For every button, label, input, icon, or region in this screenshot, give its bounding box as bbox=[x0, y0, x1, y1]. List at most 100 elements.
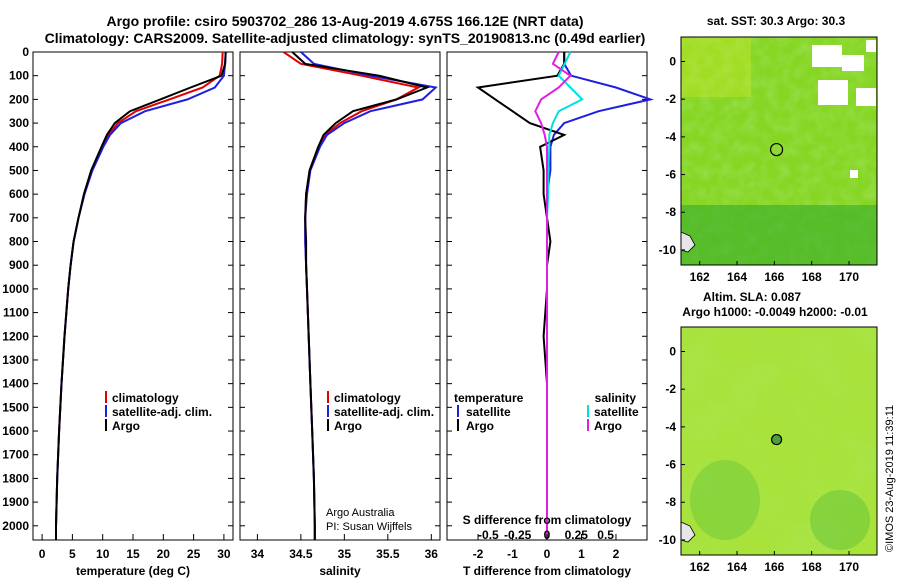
depth-tick-label: 900 bbox=[9, 258, 29, 272]
lat-tick-label: -8 bbox=[665, 495, 676, 509]
depth-tick-label: 300 bbox=[9, 116, 29, 130]
s-tick-label: -0.25 bbox=[504, 528, 532, 542]
s-tick-label: 0.25 bbox=[565, 528, 589, 542]
difference-legend-salinity: salinity satellite Argo bbox=[587, 391, 639, 433]
lon-tick-label: 170 bbox=[839, 560, 859, 574]
legend-label-argo: Argo bbox=[334, 419, 362, 433]
x-tick-label: 30 bbox=[217, 547, 231, 561]
series-line-satellite-adj-clim- bbox=[300, 51, 438, 540]
figure-title-line1: Argo profile: csiro 5903702_286 13-Aug-2… bbox=[107, 13, 584, 29]
lat-tick-label: -10 bbox=[659, 533, 677, 547]
legend-label-t-satellite: satellite bbox=[466, 405, 511, 419]
sla-lat-ticks: 0 -2 -4 -6 -8 -10 bbox=[659, 344, 685, 547]
lon-tick-label: 166 bbox=[764, 270, 784, 284]
credit-institution: Argo Australia bbox=[326, 507, 395, 519]
salinity-x-ticks: 34 34.5 35 35.5 36 bbox=[251, 534, 439, 561]
cloud-gap bbox=[812, 45, 842, 67]
series-line-temperature-satellite bbox=[546, 52, 655, 540]
s-tick-label: 0 bbox=[544, 528, 551, 542]
legend-title-salinity: salinity bbox=[595, 391, 637, 405]
lat-tick-label: 0 bbox=[669, 54, 676, 68]
depth-tick-label: 1200 bbox=[2, 329, 29, 343]
x-tick-label: 0 bbox=[39, 547, 46, 561]
depth-tick-label: 1800 bbox=[2, 471, 29, 485]
sla-lon-ticks: 162 164 166 168 170 bbox=[690, 551, 859, 574]
temperature-x-ticks: 0 5 10 15 20 25 30 bbox=[39, 534, 231, 561]
lat-tick-label: -6 bbox=[665, 168, 676, 182]
legend-label-t-argo: Argo bbox=[466, 419, 494, 433]
lon-tick-label: 162 bbox=[690, 270, 710, 284]
legend-label-climatology: climatology bbox=[334, 391, 401, 405]
lat-tick-label: -6 bbox=[665, 458, 676, 472]
s-tick-label: 0.5 bbox=[597, 528, 614, 542]
salinity-axis-label: salinity bbox=[319, 564, 361, 578]
imos-timestamp: ©IMOS 23-Aug-2019 11:39:11 bbox=[884, 405, 896, 552]
series-line-salinity-satellite bbox=[546, 51, 584, 540]
x-tick-label: 10 bbox=[96, 547, 110, 561]
temperature-legend: climatology satellite-adj. clim. Argo bbox=[105, 391, 212, 433]
temperature-series-group bbox=[55, 51, 227, 540]
lat-tick-label: -4 bbox=[665, 420, 676, 434]
float-position-marker bbox=[770, 433, 783, 446]
lat-tick-label: -2 bbox=[665, 382, 676, 396]
lon-tick-label: 170 bbox=[839, 270, 859, 284]
credit-pi: PI: Susan Wijffels bbox=[326, 521, 412, 533]
x-tick-label: 0 bbox=[544, 547, 551, 561]
salinity-panel-frame bbox=[239, 51, 441, 541]
cloud-gap bbox=[850, 170, 858, 178]
series-line-argo bbox=[55, 51, 227, 540]
series-line-argo bbox=[291, 51, 431, 540]
depth-tick-label: 1000 bbox=[2, 282, 29, 296]
depth-tick-label: 1100 bbox=[3, 306, 29, 320]
lon-tick-label: 166 bbox=[764, 560, 784, 574]
depth-tick-label: 400 bbox=[9, 140, 29, 154]
depth-tick-label: 1400 bbox=[2, 377, 29, 391]
sst-lon-ticks: 162 164 166 168 170 bbox=[690, 261, 859, 284]
legend-label-climatology: climatology bbox=[112, 391, 179, 405]
depth-tick-label: 200 bbox=[9, 92, 29, 106]
lon-tick-label: 168 bbox=[802, 270, 822, 284]
salinity-series-group bbox=[282, 51, 438, 540]
sla-map bbox=[680, 326, 878, 556]
x-tick-label: -1 bbox=[507, 547, 518, 561]
s-difference-axis-label: S difference from climatology bbox=[463, 513, 632, 527]
x-tick-label: 36 bbox=[425, 547, 439, 561]
lat-tick-label: 0 bbox=[669, 344, 676, 358]
depth-axis: 0 100 200 300 400 500 600 700 800 900 1000 1100 1200… bbox=[2, 45, 647, 533]
depth-tick-label: 600 bbox=[9, 187, 29, 201]
series-line-climatology bbox=[282, 51, 422, 540]
lon-tick-label: 164 bbox=[727, 270, 747, 284]
x-tick-label: 34.5 bbox=[289, 547, 313, 561]
depth-tick-label: 1900 bbox=[2, 495, 29, 509]
x-tick-label: 35 bbox=[338, 547, 352, 561]
lon-tick-label: 168 bbox=[802, 560, 822, 574]
depth-tick-label: 800 bbox=[9, 235, 29, 249]
depth-tick-label: 1300 bbox=[2, 353, 29, 367]
x-tick-label: 25 bbox=[187, 547, 201, 561]
depth-tick-label: 700 bbox=[9, 211, 29, 225]
cloud-gap bbox=[842, 55, 864, 71]
depth-tick-label: 0 bbox=[22, 45, 29, 59]
legend-label-s-satellite: satellite bbox=[594, 405, 639, 419]
x-tick-label: 2 bbox=[613, 547, 620, 561]
legend-label-s-argo: Argo bbox=[594, 419, 622, 433]
legend-label-argo: Argo bbox=[112, 419, 140, 433]
series-line-salinity-argo bbox=[534, 51, 572, 540]
float-position-marker bbox=[769, 142, 784, 157]
difference-s-ticks: -0.5 -0.25 0 0.25 0.5 bbox=[478, 528, 614, 542]
x-tick-label: 20 bbox=[157, 547, 171, 561]
x-tick-label: 15 bbox=[126, 547, 140, 561]
legend-label-satellite: satellite-adj. clim. bbox=[112, 405, 212, 419]
depth-tick-label: 1500 bbox=[2, 400, 29, 414]
s-tick-label: -0.5 bbox=[478, 528, 499, 542]
x-tick-label: 1 bbox=[578, 547, 585, 561]
sst-map-title: sat. SST: 30.3 Argo: 30.3 bbox=[707, 14, 846, 28]
depth-tick-label: 500 bbox=[9, 163, 29, 177]
figure-title-line2: Climatology: CARS2009. Satellite-adjuste… bbox=[45, 30, 646, 46]
temperature-axis-label: temperature (deg C) bbox=[76, 564, 190, 578]
depth-tick-label: 1700 bbox=[2, 448, 29, 462]
depth-tick-label: 1600 bbox=[2, 424, 29, 438]
legend-title-temperature: temperature bbox=[454, 391, 524, 405]
sst-lat-ticks: 0 -2 -4 -6 -8 -10 bbox=[659, 54, 685, 257]
lat-tick-label: -2 bbox=[665, 92, 676, 106]
